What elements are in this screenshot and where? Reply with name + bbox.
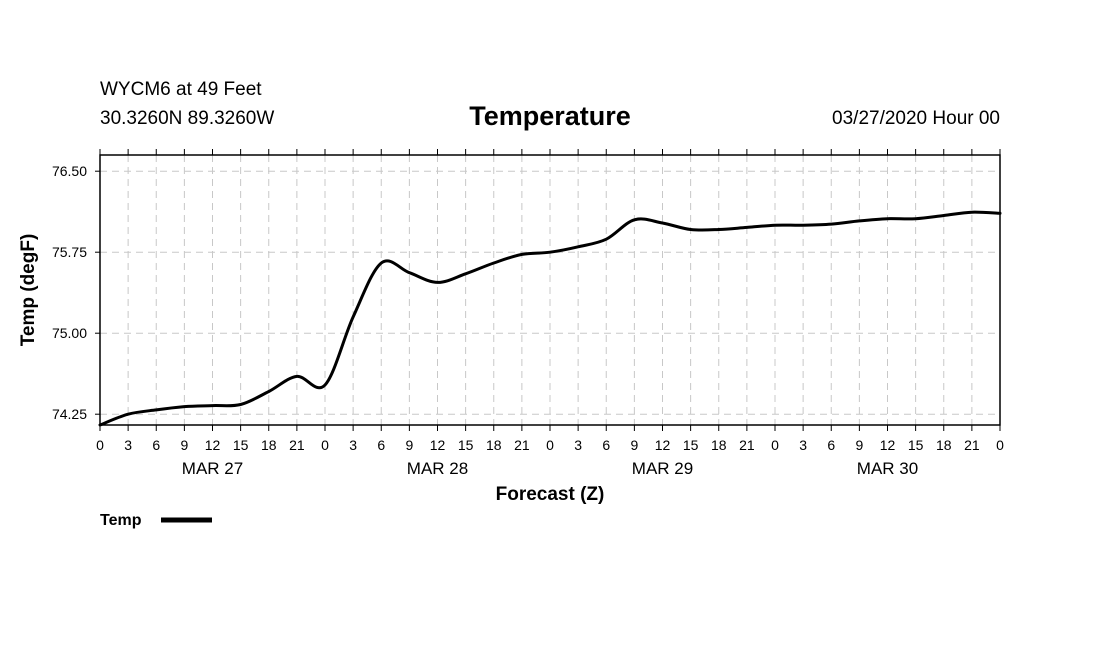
x-axis-label: Forecast (Z) [496,484,605,505]
x-tick-label: 18 [711,437,727,453]
chart-title: Temperature [469,101,631,131]
y-tick-label: 76.50 [52,163,87,179]
x-tick-label: 15 [683,437,699,453]
x-tick-label: 0 [96,437,104,453]
x-tick-label: 6 [377,437,385,453]
grid [100,155,1000,425]
x-tick-label: 0 [996,437,1004,453]
x-tick-label: 21 [964,437,980,453]
day-label: MAR 30 [857,459,918,478]
day-label: MAR 29 [632,459,693,478]
day-label: MAR 27 [182,459,243,478]
y-tick-label: 75.00 [52,325,87,341]
x-tick-label: 3 [124,437,132,453]
day-label: MAR 28 [407,459,468,478]
series-line-temp [98,210,1002,427]
x-tick-label: 21 [739,437,755,453]
x-tick-label: 6 [152,437,160,453]
legend-label-temp: Temp [100,512,142,529]
x-tick-label: 0 [771,437,779,453]
x-tick-label: 15 [908,437,924,453]
x-tick-label: 18 [936,437,952,453]
x-tick-label: 9 [405,437,413,453]
series-layer [98,210,1002,427]
y-axis-label: Temp (degF) [18,234,39,347]
x-tick-label: 6 [827,437,835,453]
x-tick-label: 9 [855,437,863,453]
axes: 0 3 6 9 12 15 18 21 0 3 6 9 12 15 18 21 0 3 6 9 12 15 18 21 0 3 6 9… [52,149,1004,478]
x-tick-label: 21 [514,437,530,453]
y-tick-label: 75.75 [52,244,87,260]
x-tick-label: 6 [602,437,610,453]
x-tick-label: 21 [289,437,305,453]
y-tick-label: 74.25 [52,406,87,422]
station-label: WYCM6 at 49 Feet [100,79,262,100]
x-tick-label: 18 [486,437,502,453]
x-tick-label: 12 [655,437,671,453]
x-tick-label: 3 [799,437,807,453]
legend: Temp [100,512,212,529]
x-tick-label: 3 [574,437,582,453]
x-tick-label: 15 [458,437,474,453]
x-tick-label: 15 [233,437,249,453]
location-label: 30.3260N 89.3260W [100,108,274,129]
run-time-label: 03/27/2020 Hour 00 [832,108,1000,129]
x-tick-label: 18 [261,437,277,453]
x-tick-label: 9 [180,437,188,453]
x-tick-label: 0 [321,437,329,453]
x-tick-label: 12 [430,437,446,453]
x-tick-label: 0 [546,437,554,453]
x-tick-label: 9 [630,437,638,453]
x-tick-label: 3 [349,437,357,453]
x-tick-label: 12 [880,437,896,453]
x-tick-label: 12 [205,437,221,453]
